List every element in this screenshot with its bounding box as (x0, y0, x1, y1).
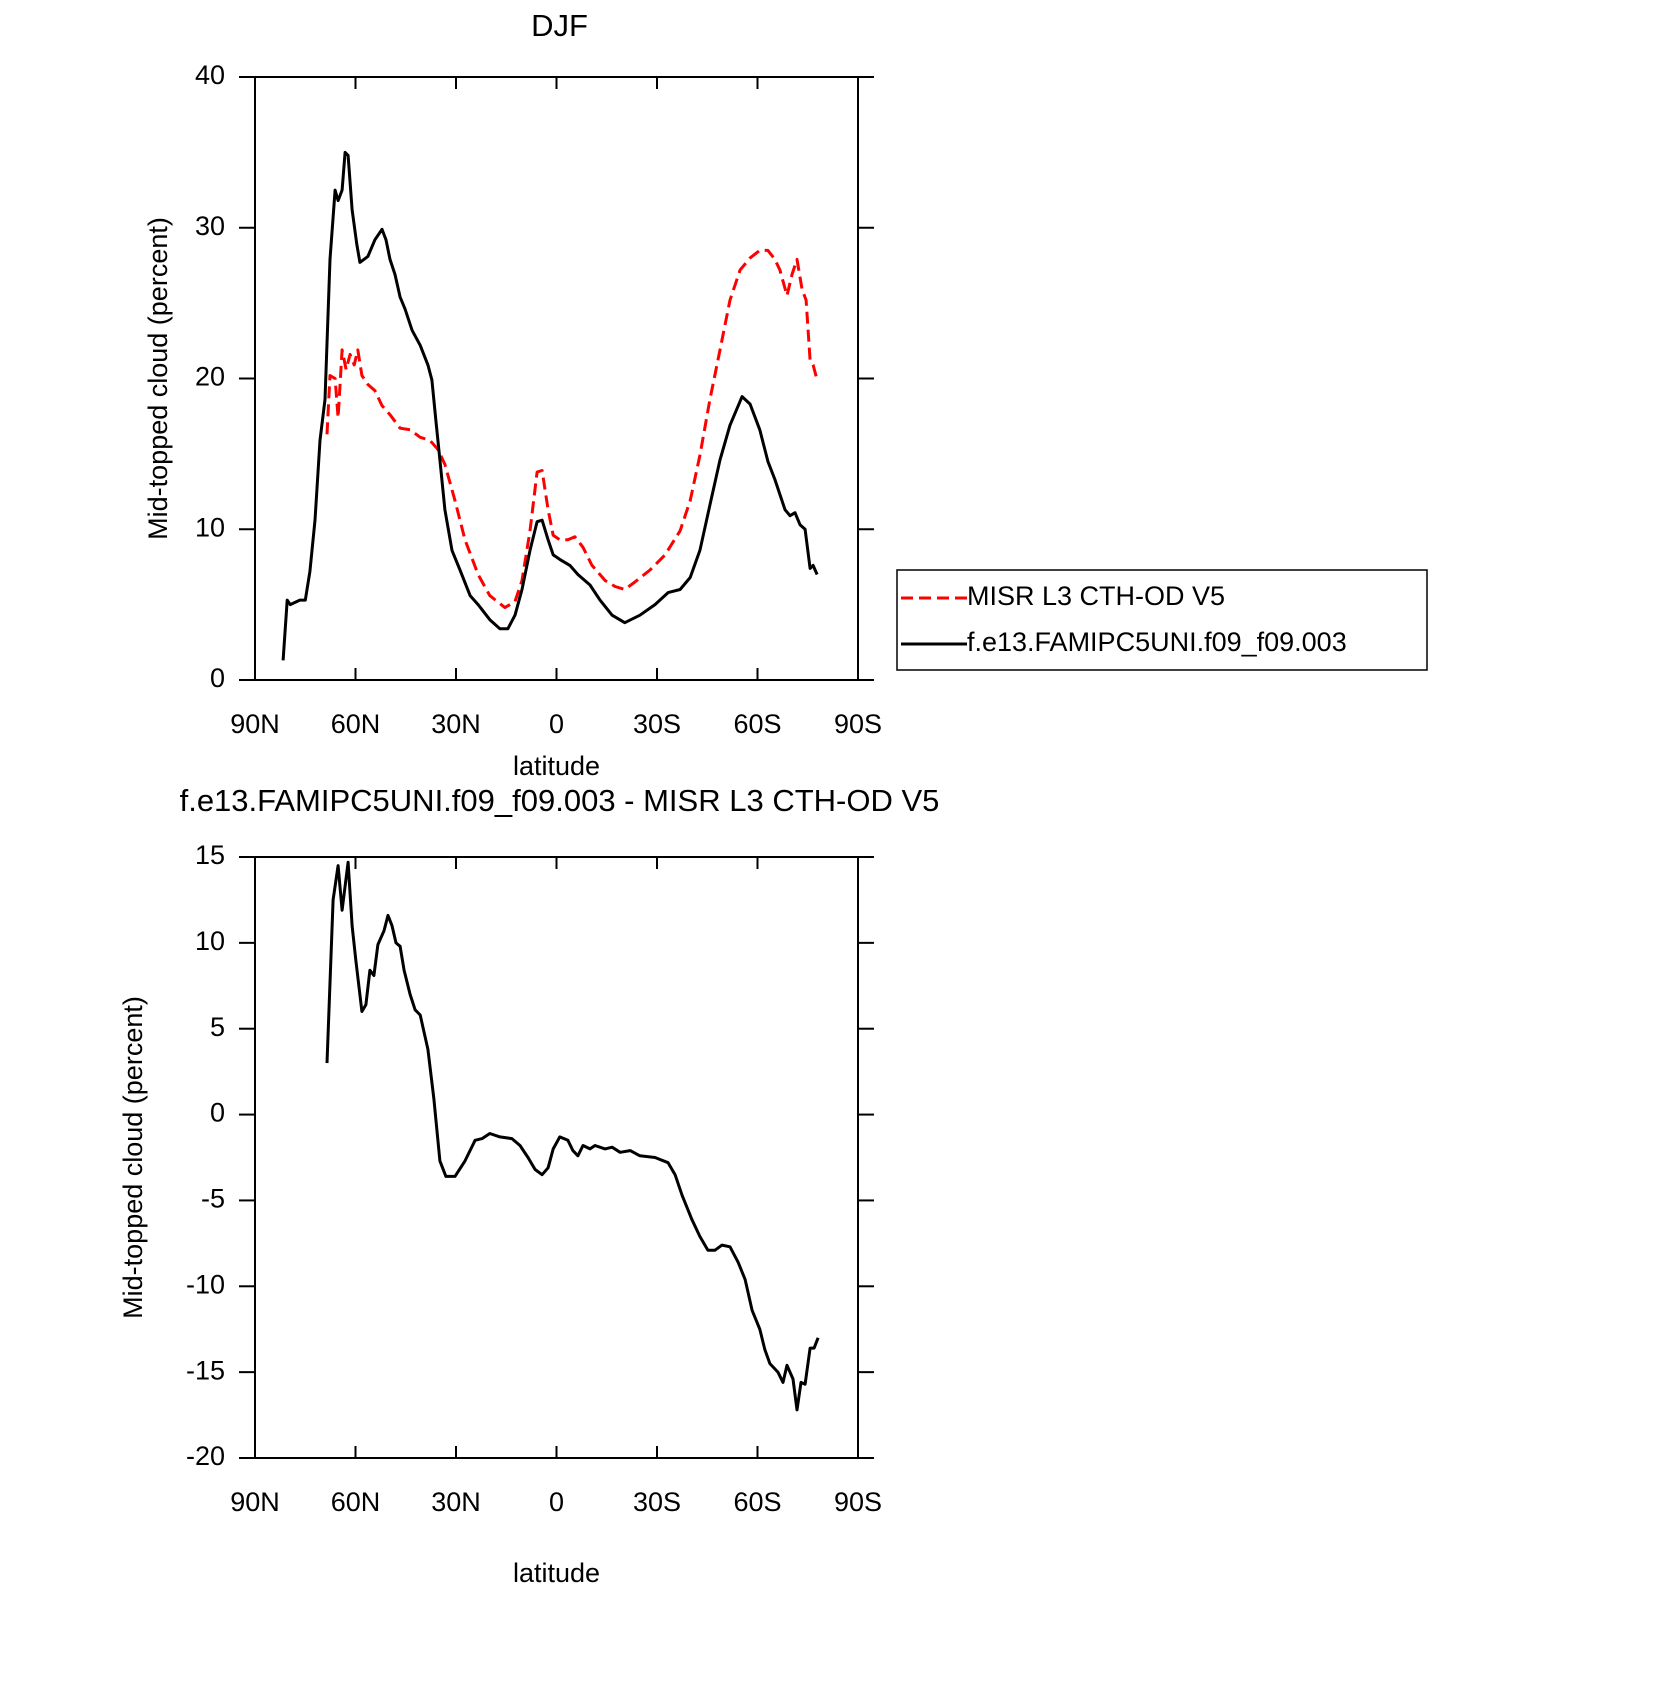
chart-title: DJF (531, 8, 588, 43)
legend-box (896, 569, 1428, 671)
legend-label: MISR L3 CTH-OD V5 (967, 581, 1225, 611)
y-axis-label: Mid-topped cloud (percent) (118, 996, 148, 1319)
series-line (281, 150, 819, 661)
x-tick-label: 0 (549, 1487, 564, 1517)
y-axis-label: Mid-topped cloud (percent) (143, 217, 173, 540)
x-tick-label: 30N (431, 709, 481, 739)
x-axis-label: latitude (513, 751, 600, 781)
series-line (325, 860, 820, 1412)
y-tick-label: 30 (195, 211, 225, 241)
y-tick-label: 20 (195, 362, 225, 392)
x-tick-label: 60N (331, 709, 381, 739)
x-tick-label: 30S (633, 709, 681, 739)
x-tick-label: 60N (331, 1487, 381, 1517)
plot-frame (254, 856, 859, 1459)
x-tick-label: 60S (733, 709, 781, 739)
series-line (325, 248, 819, 610)
x-tick-label: 90N (230, 709, 280, 739)
y-tick-label: -15 (186, 1355, 225, 1385)
y-tick-label: 0 (210, 663, 225, 693)
x-tick-label: 30S (633, 1487, 681, 1517)
y-tick-label: 15 (195, 840, 225, 870)
y-tick-label: 10 (195, 512, 225, 542)
chart-title: f.e13.FAMIPC5UNI.f09_f09.003 - MISR L3 C… (180, 783, 940, 818)
x-tick-label: 30N (431, 1487, 481, 1517)
y-tick-label: 10 (195, 926, 225, 956)
y-tick-label: -10 (186, 1269, 225, 1299)
x-axis-label: latitude (513, 1558, 600, 1588)
legend-label: f.e13.FAMIPC5UNI.f09_f09.003 (967, 627, 1347, 657)
y-tick-label: -20 (186, 1441, 225, 1471)
x-tick-label: 0 (549, 709, 564, 739)
y-tick-label: 0 (210, 1098, 225, 1128)
y-tick-label: 40 (195, 60, 225, 90)
x-tick-label: 60S (733, 1487, 781, 1517)
y-tick-label: -5 (201, 1184, 225, 1214)
x-tick-label: 90S (834, 709, 882, 739)
plot-frame (254, 76, 859, 681)
x-tick-label: 90N (230, 1487, 280, 1517)
x-tick-label: 90S (834, 1487, 882, 1517)
y-tick-label: 5 (210, 1012, 225, 1042)
